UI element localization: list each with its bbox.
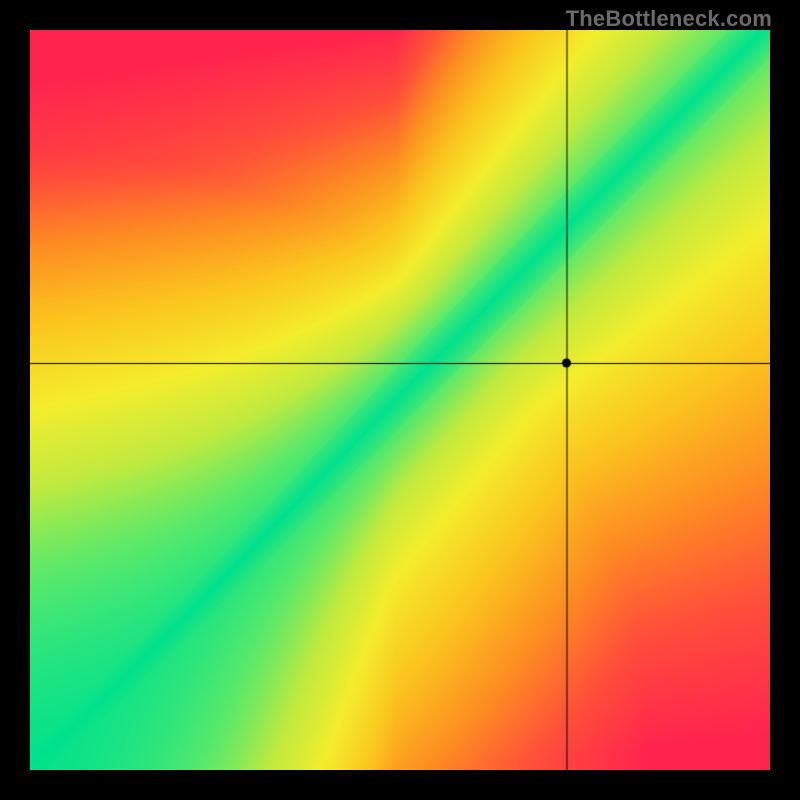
- heatmap-canvas: [30, 30, 770, 770]
- bottleneck-heatmap: [30, 30, 770, 770]
- watermark-label: TheBottleneck.com: [566, 6, 772, 32]
